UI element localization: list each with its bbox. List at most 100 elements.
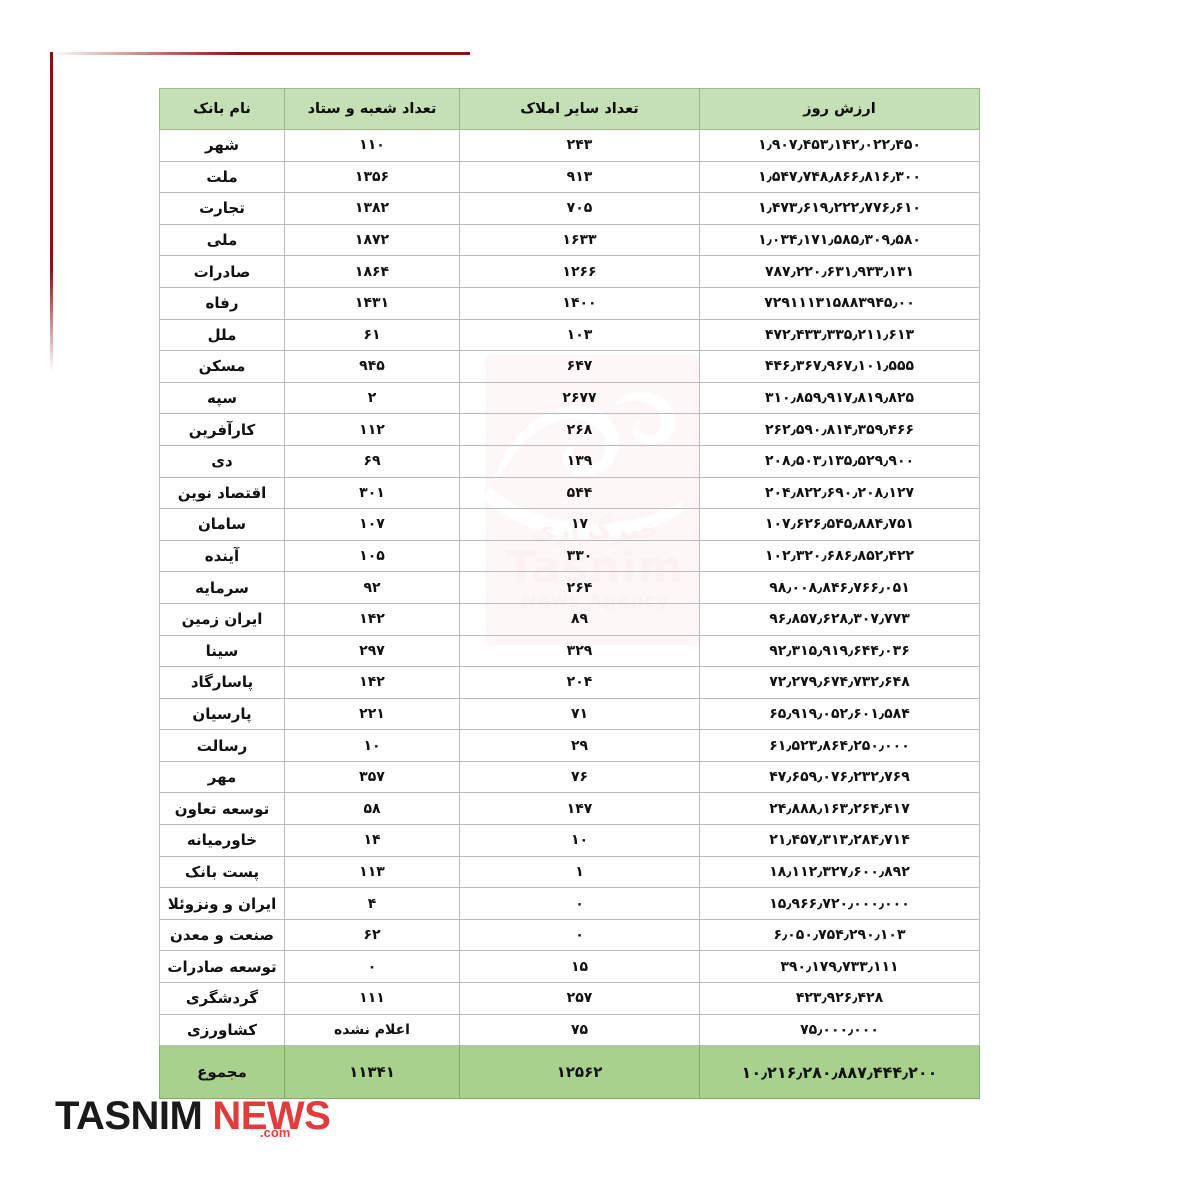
cell-bank-name: رفاه (159, 286, 285, 320)
bracket-horizontal-line (50, 52, 470, 55)
table-row: ۱۵٫۹۶۶٫۷۲۰٫۰۰۰٫۰۰۰ ۰ ۴ ایران و ونزوئلا (159, 887, 980, 920)
cell-branch-count: ۱۱۰ (284, 129, 460, 162)
cell-bank-name: مهر (159, 760, 285, 794)
cell-branch-count: ۱۸۶۴ (284, 255, 460, 288)
cell-branch-count: اعلام نشده (284, 1013, 460, 1047)
cell-bank-name: دی (159, 444, 285, 478)
cell-other-properties-count: ۷۱ (459, 697, 700, 731)
logo-word-news: NEWS (212, 1094, 331, 1138)
cell-current-value: ۱٫۵۴۷٫۷۴۸٫۸۶۶٫۸۱۶٫۳۰۰ (699, 160, 980, 194)
cell-bank-name: رسالت (159, 729, 285, 762)
cell-other-properties-count: ۱۳۹ (459, 444, 700, 478)
cell-other-properties-count: ۲۰۴ (459, 666, 700, 699)
cell-branch-count: ۲۹۷ (284, 634, 460, 668)
cell-bank-name: سامان (159, 508, 285, 541)
cell-bank-name: آینده (159, 539, 285, 573)
cell-other-properties-count: ۱۵ (459, 950, 700, 984)
cell-current-value: ۹۲٫۳۱۵٫۹۱۹٫۶۴۴٫۰۳۶ (699, 634, 980, 668)
cell-branch-count: ۳۵۷ (284, 760, 460, 794)
cell-bank-name: تجارت (159, 192, 285, 225)
cell-current-value: ۷۸۷٫۲۲۰٫۶۳۱٫۹۳۳٫۱۳۱ (699, 255, 980, 288)
table-row: ۷۵٫۰۰۰٫۰۰۰ ۷۵ اعلام نشده کشاورزی (159, 1013, 980, 1047)
table-row: ۴۷٫۶۵۹٫۰۷۶٫۲۳۲٫۷۶۹ ۷۶ ۳۵۷ مهر (159, 760, 980, 794)
cell-other-properties-count: ۲۶۴ (459, 571, 700, 604)
table-row: ۲۱٫۴۵۷٫۳۱۳٫۲۸۴٫۷۱۴ ۱۰ ۱۴ خاورمیانه (159, 824, 980, 857)
cell-bank-name: ملت (159, 160, 285, 194)
table-row: ۲۰۴٫۸۲۲٫۶۹۰٫۲۰۸٫۱۲۷ ۵۴۴ ۳۰۱ اقتصاد نوین (159, 476, 980, 510)
cell-other-properties-count: ۹۱۳ (459, 160, 700, 194)
cell-other-properties-count: ۷۰۵ (459, 192, 700, 225)
total-current-value: ۱۰٫۲۱۶٫۲۸۰٫۸۸۷٫۴۴۴٫۲۰۰ (699, 1045, 980, 1100)
cell-branch-count: ۱۸۷۲ (284, 223, 460, 257)
cell-current-value: ۹۸٫۰۰۸٫۸۴۶٫۷۶۶٫۰۵۱ (699, 571, 980, 604)
cell-other-properties-count: ۲۶۸ (459, 413, 700, 446)
cell-bank-name: ملل (159, 318, 285, 352)
cell-bank-name: سینا (159, 634, 285, 668)
cell-other-properties-count: ۳۲۹ (459, 634, 700, 668)
cell-bank-name: پست بانک (159, 855, 285, 889)
total-branch-count: ۱۱۳۴۱ (284, 1045, 460, 1100)
cell-current-value: ۲۶۲٫۵۹۰٫۸۱۴٫۳۵۹٫۴۶۶ (699, 413, 980, 446)
table-row: ۱٫۹۰۷٫۴۵۳٫۱۴۲٫۰۲۲٫۴۵۰ ۲۴۳ ۱۱۰ شهر (159, 129, 980, 162)
cell-other-properties-count: ۱۰۳ (459, 318, 700, 352)
table-row: ۱۰۲٫۳۲۰٫۶۸۶٫۸۵۲٫۴۲۲ ۳۳۰ ۱۰۵ آینده (159, 539, 980, 573)
cell-branch-count: ۱۴۳۱ (284, 286, 460, 320)
table-header-row: ارزش روز تعداد سایر املاک تعداد شعبه و س… (159, 88, 980, 130)
table-row: ۱۸٫۱۱۲٫۳۲۷٫۶۰۰٫۸۹۲ ۱ ۱۱۳ پست بانک (159, 855, 980, 889)
cell-current-value: ۶۱٫۵۲۳٫۸۶۴٫۲۵۰٫۰۰۰ (699, 729, 980, 762)
cell-branch-count: ۱۰۷ (284, 508, 460, 541)
bank-property-table-container: ارزش روز تعداد سایر املاک تعداد شعبه و س… (159, 88, 980, 1100)
total-label: مجموع (159, 1045, 285, 1100)
cell-bank-name: ملی (159, 223, 285, 257)
cell-branch-count: ۶۹ (284, 444, 460, 478)
cell-bank-name: توسعه تعاون (159, 792, 285, 826)
cell-bank-name: گردشگری (159, 982, 285, 1015)
cell-other-properties-count: ۱۴۷ (459, 792, 700, 826)
cell-other-properties-count: ۲۶۷۷ (459, 381, 700, 415)
column-header-bank-name: نام بانک (159, 88, 285, 130)
table-row: ۶۱٫۵۲۳٫۸۶۴٫۲۵۰٫۰۰۰ ۲۹ ۱۰ رسالت (159, 729, 980, 762)
logo-word-tasnim: TASNIM (55, 1094, 203, 1138)
cell-branch-count: ۹۴۵ (284, 350, 460, 383)
column-header-branches: تعداد شعبه و ستاد (284, 88, 460, 130)
cell-bank-name: ایران زمین (159, 602, 285, 636)
cell-branch-count: ۶۲ (284, 918, 460, 952)
column-header-other-properties: تعداد سایر املاک (459, 88, 700, 130)
table-row: ۷۲۹۱۱۱۳۱۵۸۸۳۹۴۵٫۰۰ ۱۴۰۰ ۱۴۳۱ رفاه (159, 286, 980, 320)
cell-bank-name: ایران و ونزوئلا (159, 887, 285, 920)
column-header-value: ارزش روز (699, 88, 980, 130)
cell-current-value: ۱٫۰۳۴٫۱۷۱٫۵۸۵٫۳۰۹٫۵۸۰ (699, 223, 980, 257)
cell-branch-count: ۲۲۱ (284, 697, 460, 731)
cell-bank-name: پارسیان (159, 697, 285, 731)
table-row: ۱٫۴۷۳٫۶۱۹٫۲۲۲٫۷۷۶٫۶۱۰ ۷۰۵ ۱۳۸۲ تجارت (159, 192, 980, 225)
cell-other-properties-count: ۷۵ (459, 1013, 700, 1047)
cell-other-properties-count: ۱ (459, 855, 700, 889)
cell-other-properties-count: ۲۹ (459, 729, 700, 762)
cell-current-value: ۱۰۲٫۳۲۰٫۶۸۶٫۸۵۲٫۴۲۲ (699, 539, 980, 573)
cell-branch-count: ۱۴۲ (284, 602, 460, 636)
cell-current-value: ۱۵٫۹۶۶٫۷۲۰٫۰۰۰٫۰۰۰ (699, 887, 980, 920)
cell-current-value: ۲۴٫۸۸۸٫۱۶۳٫۲۶۴٫۴۱۷ (699, 792, 980, 826)
cell-current-value: ۱۸٫۱۱۲٫۳۲۷٫۶۰۰٫۸۹۲ (699, 855, 980, 889)
cell-branch-count: ۱۴ (284, 824, 460, 857)
cell-branch-count: ۱۰۵ (284, 539, 460, 573)
cell-other-properties-count: ۱۰ (459, 824, 700, 857)
cell-branch-count: ۳۰۱ (284, 476, 460, 510)
cell-other-properties-count: ۱۴۰۰ (459, 286, 700, 320)
cell-current-value: ۳۹۰٫۱۷۹٫۷۳۳٫۱۱۱ (699, 950, 980, 984)
cell-bank-name: صادرات (159, 255, 285, 288)
cell-branch-count: ۱۳۸۲ (284, 192, 460, 225)
table-row: ۶٫۰۵۰٫۷۵۴٫۲۹۰٫۱۰۳ ۰ ۶۲ صنعت و معدن (159, 918, 980, 952)
cell-other-properties-count: ۲۴۳ (459, 129, 700, 162)
cell-bank-name: کشاورزی (159, 1013, 285, 1047)
bank-property-table: ارزش روز تعداد سایر املاک تعداد شعبه و س… (159, 88, 980, 1100)
cell-other-properties-count: ۰ (459, 887, 700, 920)
logo-dotcom: .com (260, 1125, 291, 1140)
cell-other-properties-count: ۵۴۴ (459, 476, 700, 510)
cell-other-properties-count: ۱۷ (459, 508, 700, 541)
table-row: ۲۴٫۸۸۸٫۱۶۳٫۲۶۴٫۴۱۷ ۱۴۷ ۵۸ توسعه تعاون (159, 792, 980, 826)
cell-bank-name: توسعه صادرات (159, 950, 285, 984)
tasnim-news-logo: TASNIM NEWS .com (55, 1094, 331, 1140)
cell-other-properties-count: ۸۹ (459, 602, 700, 636)
cell-bank-name: صنعت و معدن (159, 918, 285, 952)
